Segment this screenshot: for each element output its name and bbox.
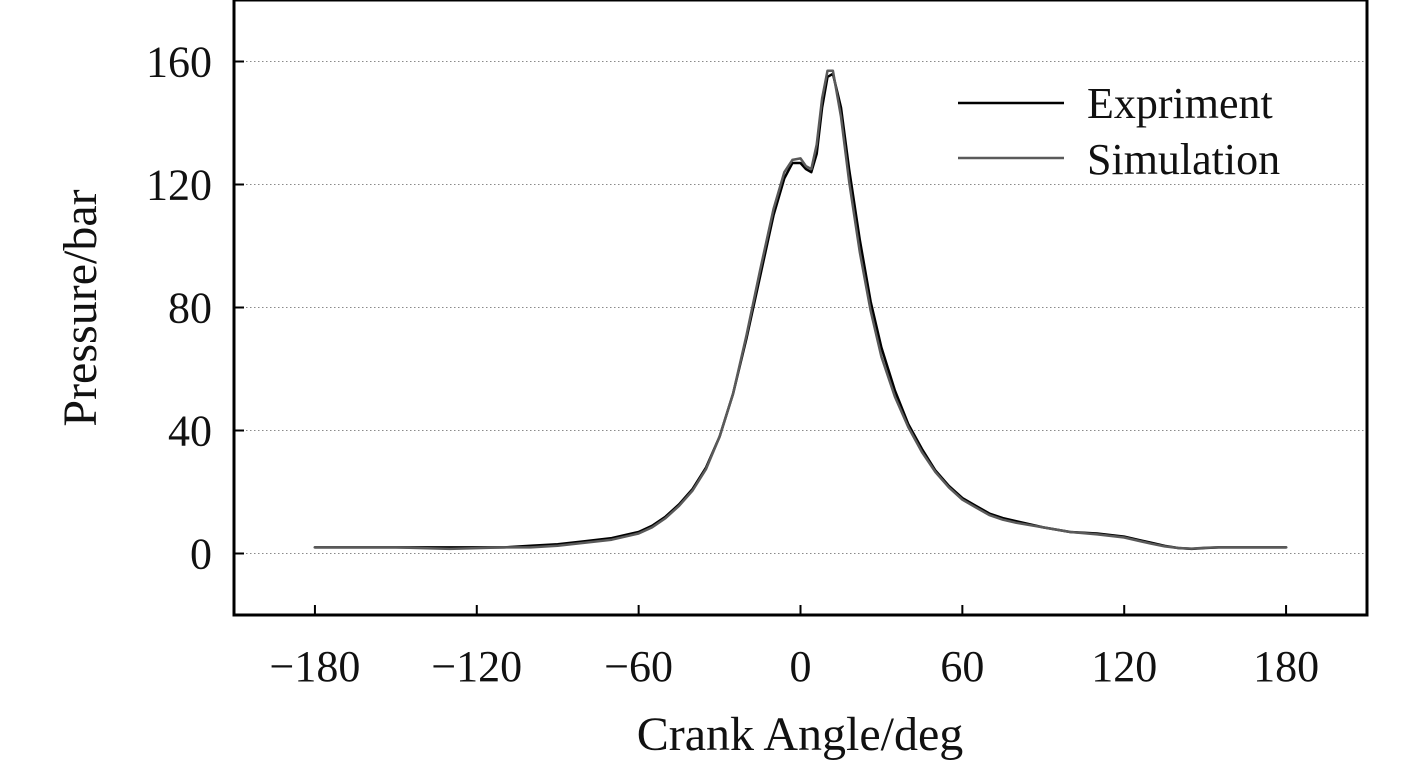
- series-line-simulation: [313, 69, 1288, 551]
- tick-layer: 0 40 80 120 160 −180 −120 −60 0 60 120 180: [146, 38, 1319, 692]
- y-tick-label-80: 80: [168, 284, 212, 333]
- x-tick-label-120: 120: [1091, 642, 1157, 691]
- y-tick-label-0: 0: [190, 530, 212, 579]
- y-tick-label-160: 160: [146, 38, 212, 87]
- x-tick-label--120: −120: [431, 642, 522, 691]
- legend: Expriment Simulation: [958, 79, 1280, 184]
- series-layer: [313, 69, 1288, 551]
- x-tick-label--180: −180: [270, 642, 361, 691]
- x-axis-title: Crank Angle/deg: [637, 708, 964, 761]
- y-axis-title: Pressure/bar: [54, 189, 107, 426]
- legend-label-experiment: Expriment: [1087, 79, 1273, 128]
- y-tick-label-120: 120: [146, 161, 212, 210]
- x-tick-label-0: 0: [790, 642, 812, 691]
- y-tick-label-40: 40: [168, 407, 212, 456]
- x-tick-label-60: 60: [940, 642, 984, 691]
- legend-label-simulation: Simulation: [1087, 135, 1280, 184]
- x-tick-label--60: −60: [604, 642, 673, 691]
- grid-layer: [234, 61, 1367, 554]
- x-tick-label-180: 180: [1253, 642, 1319, 691]
